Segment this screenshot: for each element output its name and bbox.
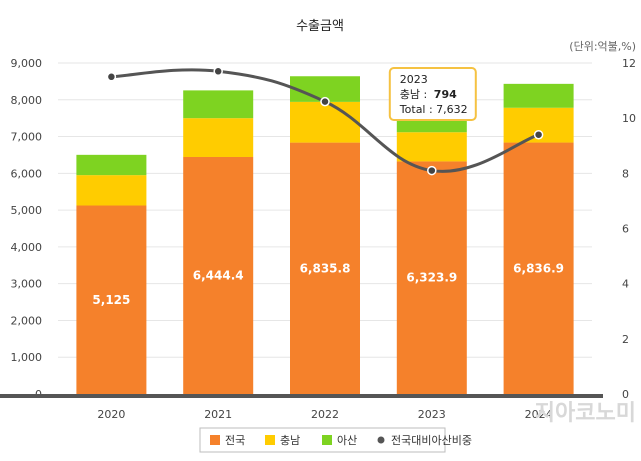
line-point	[213, 66, 223, 77]
line-point	[533, 129, 544, 140]
bar-segment-아산	[503, 83, 574, 108]
tooltip-line-label: 충남 :	[400, 88, 427, 101]
y-right-tick-label: 6	[622, 223, 629, 236]
y-right-tick-label: 0	[622, 388, 629, 401]
legend-swatch	[210, 435, 220, 445]
tooltip-box	[388, 67, 477, 121]
y-left-tick-label: 1,000	[11, 351, 43, 364]
bar-segment-충남	[396, 132, 467, 162]
x-tick-label: 2022	[311, 408, 339, 421]
tooltip-line-value: 794	[434, 88, 457, 101]
watermark-logo: 지아코노미	[535, 401, 636, 426]
x-tick-label: 2023	[418, 408, 446, 421]
bar-data-label: 6,835.8	[300, 261, 351, 275]
bar-segment-전국	[183, 156, 254, 394]
legend-label: 아산	[337, 434, 357, 447]
bar-segment-충남	[290, 101, 360, 143]
line-point	[427, 165, 437, 176]
bar-data-label: 6,836.9	[513, 261, 564, 275]
bar-segment-아산	[76, 154, 147, 176]
x-tick-label: 2024	[525, 408, 553, 421]
y-left-tick-label: 7,000	[11, 131, 43, 144]
bar-segment-전국	[290, 142, 360, 394]
legend-label: 전국	[225, 434, 245, 447]
bar-data-label: 6,444.4	[193, 268, 244, 282]
bar-segment-충남	[183, 118, 254, 157]
bar-data-label: 5,125	[92, 293, 130, 307]
y-right-tick-label: 10	[622, 112, 636, 125]
bar-segment-전국	[76, 205, 147, 394]
y-right-tick-label: 4	[622, 278, 629, 291]
y-left-tick-label: 6,000	[11, 167, 43, 180]
legend-marker-line	[377, 436, 385, 444]
line-point	[320, 96, 330, 107]
y-right-tick-label: 8	[622, 167, 629, 180]
y-left-tick-label: 8,000	[11, 94, 43, 107]
bar-segment-전국	[396, 161, 467, 394]
x-tick-label: 2021	[204, 408, 232, 421]
legend-swatch	[322, 435, 332, 445]
y-left-tick-label: 9,000	[11, 57, 43, 70]
y-right-tick-label: 12	[622, 57, 636, 70]
y-right-tick-label: 2	[622, 333, 629, 346]
bar-data-label: 6,323.9	[406, 271, 457, 285]
y-left-tick-label: 4,000	[11, 241, 43, 254]
bar-segment-전국	[503, 142, 574, 394]
tooltip-title: 2023	[400, 73, 428, 86]
line-point	[106, 72, 117, 82]
chart-title: 수출금액	[296, 19, 344, 34]
bar-segment-충남	[76, 175, 147, 206]
tooltip-total: Total : 7,632	[399, 103, 468, 116]
unit-label: (단위:억불,%)	[569, 40, 636, 53]
bar-segment-아산	[183, 90, 254, 119]
y-left-tick-label: 5,000	[11, 204, 43, 217]
y-left-tick-label: 2,000	[11, 314, 43, 327]
legend-label: 충남	[280, 434, 300, 447]
y-left-tick-label: 3,000	[11, 278, 43, 291]
x-tick-label: 2020	[97, 408, 125, 421]
legend-swatch	[265, 435, 275, 445]
legend-label: 전국대비아산비중	[391, 434, 472, 447]
